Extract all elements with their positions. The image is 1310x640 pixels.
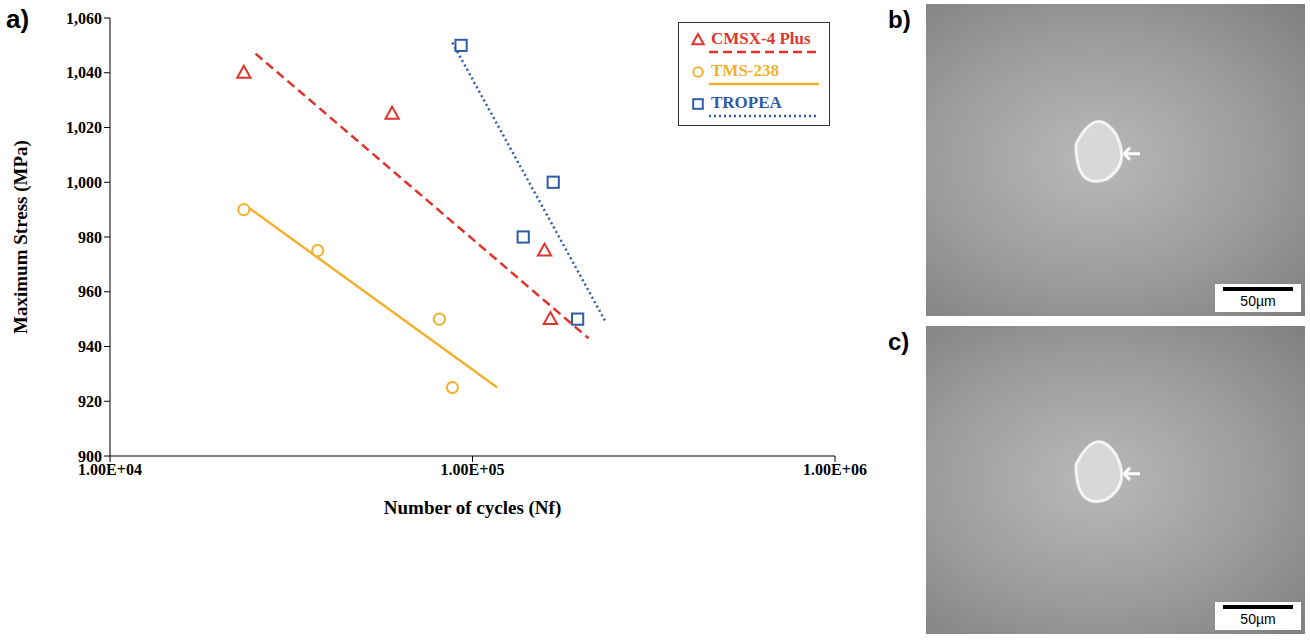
svg-text:1.00E+06: 1.00E+06 [803,461,867,478]
svg-text:1.00E+04: 1.00E+04 [78,461,142,479]
svg-text:980: 980 [78,229,102,246]
html-text:CMSX-4 Plus: CMSX-4 Plus [711,29,811,48]
svg-text:960: 960 [78,283,102,300]
svg-text:940: 940 [78,338,102,355]
svg-text:1,060: 1,060 [66,10,102,27]
html-text:TROPEA: TROPEA [711,93,782,112]
html-text:50µm: 50µm [1240,293,1276,309]
svg-text:920: 920 [78,393,102,410]
html-text:50µm: 50µm [1240,611,1276,627]
svg-text:Maximum Stress (MPa): Maximum Stress (MPa) [10,140,32,334]
html-text:c): c) [888,328,910,355]
svg-text:1.00E+05: 1.00E+05 [441,461,505,478]
svg-text:1,040: 1,040 [66,64,102,81]
svg-text:1,020: 1,020 [66,119,102,136]
svg-text:Number of cycles (Nf): Number of cycles (Nf) [384,497,561,519]
html-text:a): a) [6,4,30,34]
svg-text:900: 900 [78,448,102,465]
svg-text:1,000: 1,000 [66,174,102,191]
html-text:TMS-238: TMS-238 [711,61,779,80]
html-text:b): b) [888,6,911,33]
